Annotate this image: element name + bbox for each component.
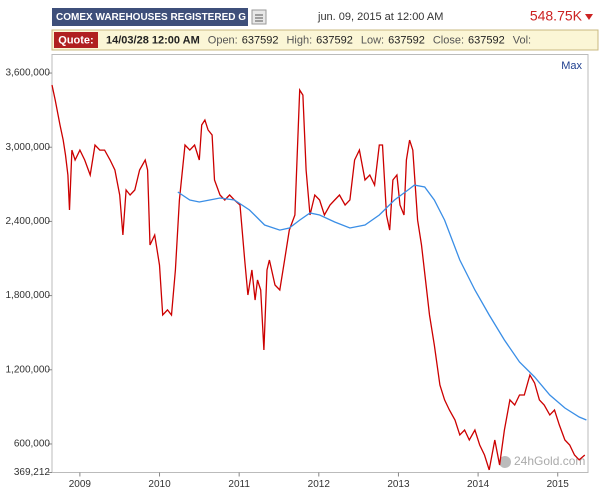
- quote-field-value: 637592: [468, 34, 505, 46]
- quote-field-label: Low:: [361, 34, 384, 46]
- quote-label: Quote:: [58, 34, 93, 46]
- x-tick-label: 2010: [148, 479, 171, 490]
- quote-time: 14/03/28 12:00 AM: [106, 34, 200, 46]
- quote-field-label: Close:: [433, 34, 464, 46]
- quote-field-value: 637592: [242, 34, 279, 46]
- series-line: [177, 184, 587, 421]
- quote-line: 14/03/28 12:00 AM Open: 637592 High: 637592 L…: [106, 34, 531, 46]
- title: COMEX WAREHOUSES REGISTERED G: [56, 12, 246, 23]
- y-tick-label: 1,800,000: [6, 290, 51, 301]
- quote-field-label: Vol:: [513, 34, 531, 46]
- y-tick-label: 1,200,000: [6, 364, 51, 375]
- quote-bar: [51, 29, 599, 51]
- x-tick-label: 2009: [69, 479, 92, 490]
- x-tick-label: 2012: [308, 479, 331, 490]
- quote-label-box: [54, 32, 98, 48]
- menu-icon: [255, 14, 263, 22]
- date: jun. 09, 2015 at 12:00 AM: [317, 11, 443, 23]
- quote-field-label: Open:: [208, 34, 238, 46]
- menu-button[interactable]: [251, 9, 267, 25]
- series-line: [51, 84, 586, 471]
- x-tick-label: 2011: [228, 479, 250, 490]
- down-arrow: [585, 14, 593, 20]
- quote-field-value: 637592: [388, 34, 425, 46]
- watermark: 24hGold.com: [514, 454, 585, 468]
- x-tick-label: 2014: [467, 479, 490, 490]
- y-tick-label: 600,000: [14, 439, 51, 450]
- watermark-icon: [499, 456, 511, 468]
- y-tick-label: 2,400,000: [6, 216, 51, 227]
- y-tick-label: 3,600,000: [6, 68, 51, 79]
- title-box: [52, 8, 248, 26]
- quote-field-value: 637592: [316, 34, 353, 46]
- x-tick-label: 2015: [547, 479, 570, 490]
- last-value: 548.75K: [530, 8, 583, 24]
- y-tick-label: 369,212: [14, 467, 51, 478]
- quote-field-label: High:: [286, 34, 312, 46]
- range-button[interactable]: Max: [561, 60, 582, 72]
- plot-frame: [51, 54, 589, 473]
- x-tick-label: 2013: [387, 479, 410, 490]
- y-tick-label: 3,000,000: [6, 142, 51, 153]
